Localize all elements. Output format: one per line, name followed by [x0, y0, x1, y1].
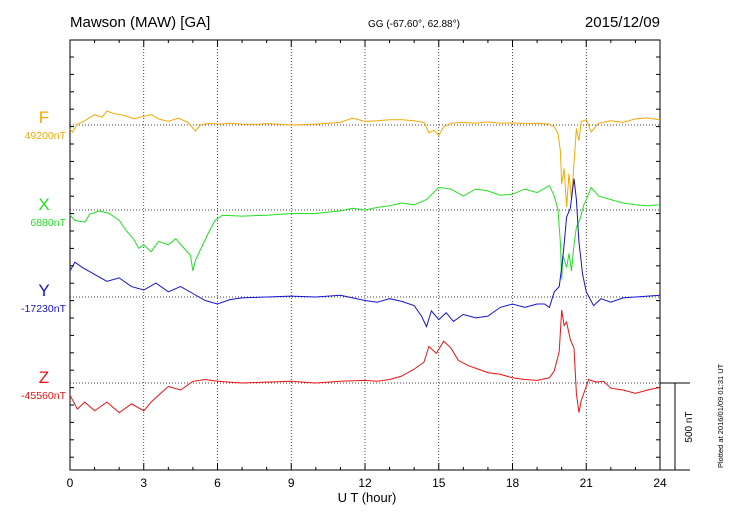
x-tick-label: 18 [506, 476, 520, 490]
baseline-value-x: 6880nT [30, 217, 66, 229]
component-label-z: Z [39, 368, 49, 387]
scale-bar: 500 nT [660, 382, 695, 471]
series-line-f [69, 110, 661, 207]
date-label: 2015/12/09 [585, 14, 660, 31]
x-tick-label: 3 [140, 476, 147, 490]
baseline-value-y: -17230nT [21, 303, 67, 315]
series-labels: F 49200nT X 6880nT Y -17230nT Z -45560nT [21, 108, 67, 402]
scale-bar-label: 500 nT [684, 411, 695, 442]
x-tick-label: 0 [67, 476, 74, 490]
component-label-f: F [39, 108, 49, 127]
station-title: Mawson (MAW) [GA] [70, 14, 210, 31]
axis-ticks: 0 3 6 9 12 15 18 21 24 [67, 40, 667, 490]
component-label-x: X [38, 195, 49, 214]
x-axis-title: U T (hour) [338, 490, 397, 505]
baseline-value-z: -45560nT [21, 390, 67, 402]
x-tick-label: 9 [288, 476, 295, 490]
coordinates-label: GG (-67.60°, 62.88°) [368, 19, 460, 30]
x-tick-label: 6 [214, 476, 221, 490]
series-line-x [69, 184, 661, 280]
plot-frame [69, 39, 661, 471]
plotted-timestamp: Plotted at 2016/01/09 01:31 UT [716, 363, 725, 468]
baseline-value-f: 49200nT [25, 130, 67, 142]
x-tick-label: 12 [358, 476, 372, 490]
series-line-z [69, 309, 661, 414]
x-tick-label: 15 [432, 476, 446, 490]
component-label-y: Y [38, 281, 49, 300]
series-lines [69, 110, 661, 414]
x-tick-label: 24 [653, 476, 667, 490]
grid-lines [143, 40, 587, 470]
series-line-y [69, 178, 661, 328]
x-tick-label: 21 [580, 476, 594, 490]
